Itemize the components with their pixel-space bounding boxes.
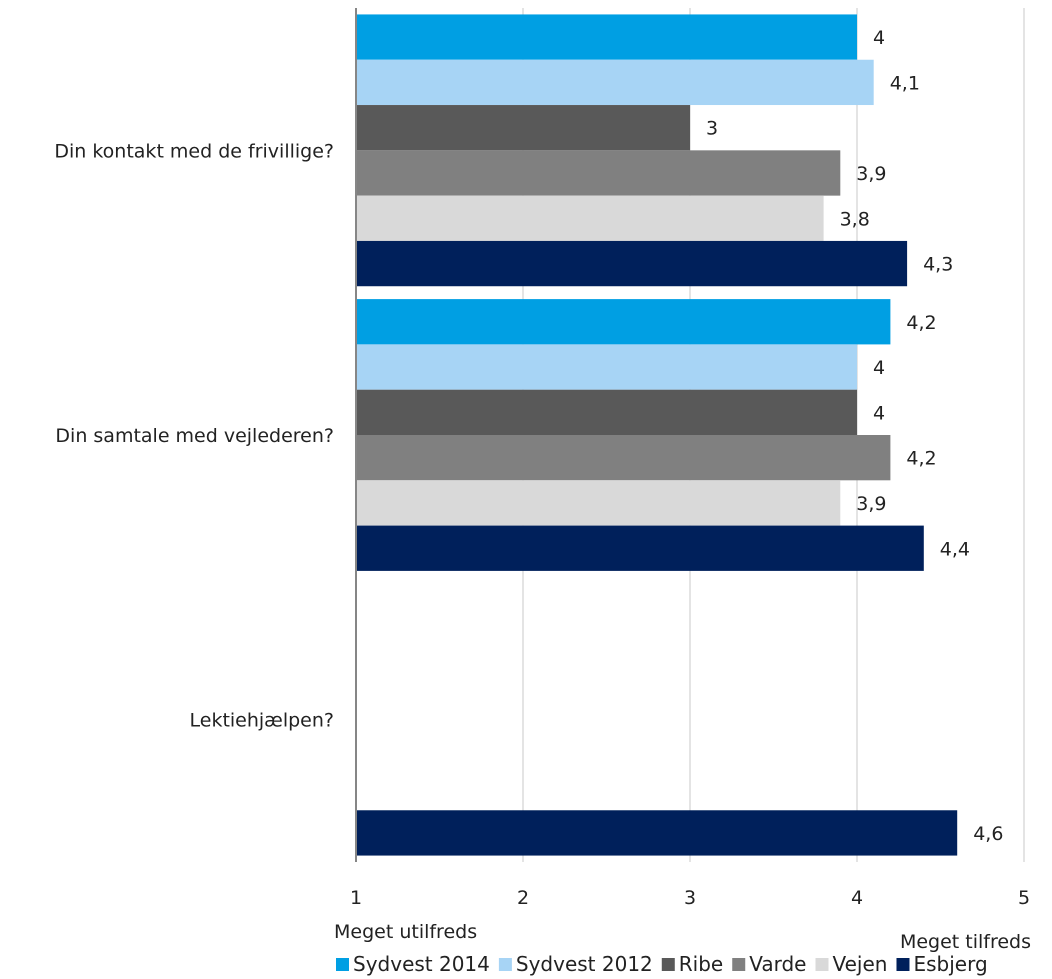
x-tick-label: 2 <box>517 887 529 909</box>
bar <box>357 59 874 106</box>
data-label: 3,8 <box>840 208 870 230</box>
bar <box>357 195 824 241</box>
x-axis-label-left: Meget utilfreds <box>334 921 477 943</box>
category-label: Din kontakt med de frivillige? <box>54 140 334 162</box>
legend-label: Varde <box>749 952 806 976</box>
data-label: 4,2 <box>906 312 936 334</box>
x-tick-label: 1 <box>350 887 362 909</box>
legend-swatch <box>815 958 829 971</box>
bar <box>357 435 891 481</box>
category-labels: Din kontakt med de frivillige? Din samtal… <box>54 140 334 731</box>
data-label: 4,6 <box>973 823 1003 845</box>
data-label: 4 <box>873 27 885 49</box>
data-label: 3 <box>706 118 718 140</box>
bar <box>357 389 857 435</box>
x-tick-labels: 1 2 3 4 5 <box>350 887 1030 909</box>
bar <box>357 299 891 345</box>
bar <box>357 14 857 60</box>
x-tick-label: 4 <box>851 887 863 909</box>
bars <box>357 14 958 856</box>
x-axis-label-right: Meget tilfreds <box>900 931 1031 953</box>
data-label: 4,2 <box>906 448 936 470</box>
data-label: 4 <box>873 402 885 424</box>
bar <box>357 240 908 287</box>
bar <box>357 150 841 196</box>
data-label: 4,1 <box>890 72 920 94</box>
legend-swatch <box>498 958 512 971</box>
legend: Sydvest 2014 Sydvest 2012 Ribe Varde Vejen Es… <box>336 952 988 976</box>
data-label: 4 <box>873 357 885 379</box>
x-tick-label: 5 <box>1018 887 1030 909</box>
legend-swatch <box>896 958 910 971</box>
legend-label: Vejen <box>833 952 888 976</box>
legend-label: Ribe <box>679 952 723 976</box>
legend-swatch <box>661 958 675 971</box>
data-label: 3,9 <box>856 163 886 185</box>
legend-label: Esbjerg <box>913 952 987 976</box>
legend-swatch <box>336 958 349 971</box>
legend-label: Sydvest 2014 <box>353 952 490 976</box>
category-label: Lektiehjælpen? <box>190 710 335 732</box>
category-label: Din samtale med vejlederen? <box>55 425 334 447</box>
data-label: 3,9 <box>856 493 886 515</box>
value-labels: 4 4,1 3 3,9 3,8 4,3 4,2 4 4 4,2 3,9 4,4 4,6 <box>706 27 1003 845</box>
data-label: 4,3 <box>923 254 953 276</box>
legend-swatch <box>732 958 746 971</box>
legend-label: Sydvest 2012 <box>516 952 653 976</box>
x-tick-label: 3 <box>684 887 696 909</box>
bar <box>357 344 857 390</box>
bar <box>357 480 841 526</box>
bar <box>357 105 690 151</box>
bar <box>357 525 924 571</box>
bar <box>357 810 958 856</box>
data-label: 4,4 <box>940 538 970 560</box>
